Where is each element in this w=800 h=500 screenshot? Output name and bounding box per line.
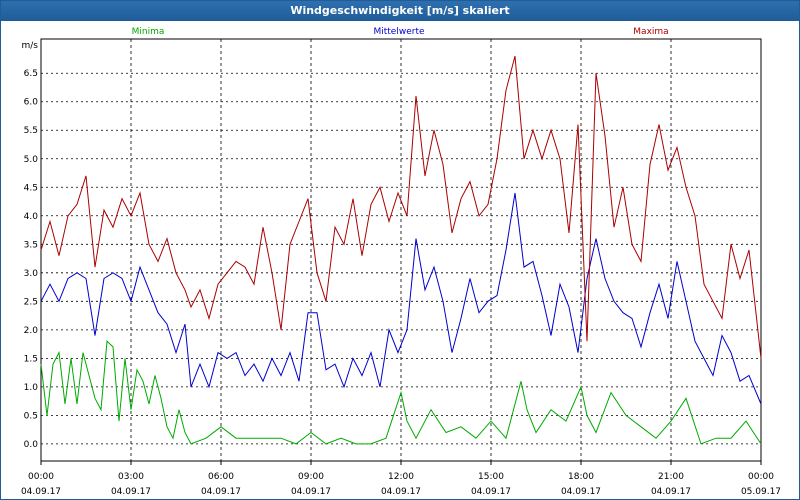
x-tick-time: 15:00 <box>478 472 504 482</box>
x-tick-time: 00:00 <box>748 472 774 482</box>
x-tick-time: 18:00 <box>568 472 594 482</box>
x-tick-time: 00:00 <box>28 472 54 482</box>
window-title: Windgeschwindigkeit [m/s] skaliert <box>1 1 799 21</box>
x-tick-time: 03:00 <box>118 472 144 482</box>
y-tick-label: 1.0 <box>24 383 39 393</box>
legend-maxima: Maxima <box>633 27 668 37</box>
y-tick-label: 6.5 <box>24 69 38 79</box>
x-tick-date: 04.09.17 <box>111 487 151 497</box>
y-tick-label: 5.5 <box>24 126 38 136</box>
series-line-mittelwerte <box>40 192 762 405</box>
x-tick-date: 04.09.17 <box>471 487 511 497</box>
series-line-maxima <box>40 55 762 359</box>
y-tick-label: 2.0 <box>24 326 39 336</box>
y-tick-label: 6.0 <box>24 98 39 108</box>
series-line-minima <box>40 340 762 445</box>
x-tick-date: 04.09.17 <box>561 487 601 497</box>
x-tick-time: 09:00 <box>298 472 324 482</box>
y-tick-label: 4.0 <box>24 212 39 222</box>
y-axis-label: m/s <box>22 41 39 51</box>
y-tick-label: 0.0 <box>24 440 39 450</box>
x-tick-date: 05.09.17 <box>741 487 781 497</box>
y-tick-label: 1.5 <box>24 354 38 364</box>
y-tick-label: 4.5 <box>24 183 38 193</box>
x-tick-date: 04.09.17 <box>201 487 241 497</box>
legend-minima: Minima <box>132 27 165 37</box>
legend-mittelwerte: Mittelwerte <box>373 27 424 37</box>
x-tick-date: 04.09.17 <box>651 487 691 497</box>
x-tick-date: 04.09.17 <box>291 487 331 497</box>
y-tick-label: 3.0 <box>24 269 39 279</box>
y-tick-label: 0.5 <box>24 411 38 421</box>
y-tick-label: 3.5 <box>24 240 38 250</box>
x-tick-time: 12:00 <box>388 472 414 482</box>
x-tick-date: 04.09.17 <box>381 487 421 497</box>
y-tick-label: 2.5 <box>24 297 38 307</box>
x-tick-time: 21:00 <box>658 472 684 482</box>
x-tick-time: 06:00 <box>208 472 234 482</box>
x-tick-date: 04.09.17 <box>21 487 61 497</box>
y-tick-label: 5.0 <box>24 155 39 165</box>
